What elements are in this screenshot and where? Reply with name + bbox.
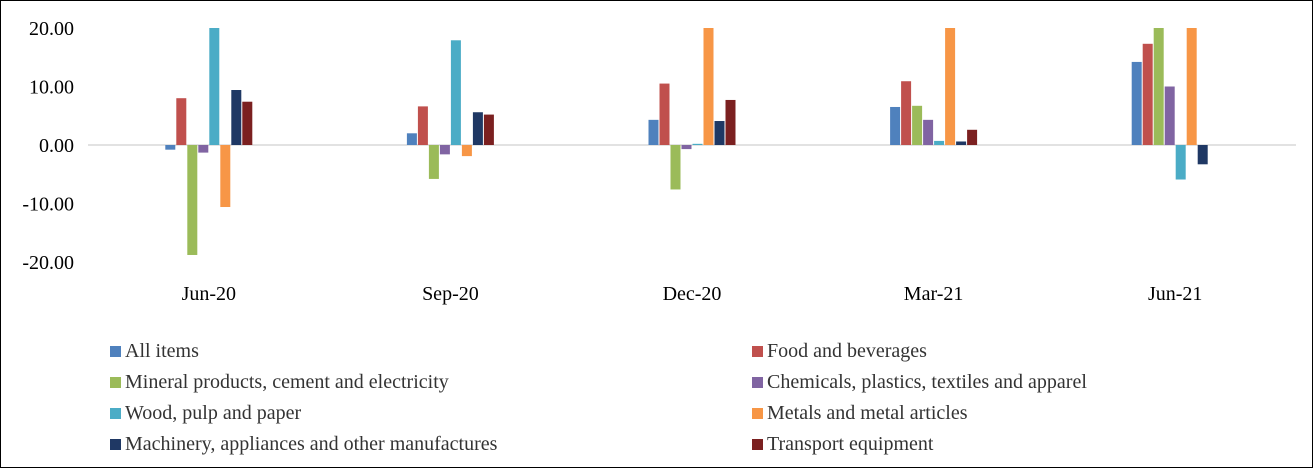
- bar: [1186, 28, 1197, 145]
- x-tick-label: Mar-21: [904, 283, 964, 305]
- bar: [406, 133, 417, 145]
- bar: [242, 101, 253, 145]
- y-tick-label: -20.00: [22, 252, 74, 274]
- bar: [901, 81, 912, 145]
- y-tick-label: 0.00: [39, 135, 74, 157]
- bar: [450, 40, 461, 145]
- bar: [923, 119, 934, 145]
- bar: [670, 145, 681, 190]
- bar: [417, 106, 428, 145]
- bar: [1131, 61, 1142, 145]
- bar: [187, 145, 198, 255]
- bar: [659, 83, 670, 145]
- bar: [176, 98, 187, 145]
- bar: [439, 145, 450, 155]
- bar: [703, 28, 714, 145]
- bar: [912, 105, 923, 145]
- bar: [934, 140, 945, 145]
- bar: [220, 145, 231, 208]
- bar: [967, 129, 978, 145]
- bar: [1175, 145, 1186, 180]
- y-tick-label: 10.00: [29, 77, 74, 99]
- bar: [956, 141, 967, 145]
- x-tick-label: Dec-20: [663, 283, 722, 305]
- bar: [648, 119, 659, 145]
- bar: [714, 121, 725, 145]
- bar: [945, 28, 956, 145]
- bar: [890, 106, 901, 145]
- bar: [428, 145, 439, 179]
- x-tick-label: Sep-20: [422, 283, 479, 305]
- bar: [692, 143, 703, 145]
- x-tick-label: Jun-20: [182, 283, 236, 305]
- y-tick-label: -10.00: [22, 194, 74, 216]
- y-tick-label: 20.00: [29, 18, 74, 40]
- bar: [472, 112, 483, 145]
- bar: [1164, 86, 1175, 145]
- bar: [165, 145, 176, 150]
- bar: [209, 28, 220, 145]
- bar: [483, 114, 494, 145]
- x-tick-label: Jun-21: [1148, 283, 1202, 305]
- bar: [1142, 43, 1153, 145]
- bar: [1153, 28, 1164, 145]
- bar: [725, 99, 736, 145]
- bar: [461, 145, 472, 157]
- bar: [681, 145, 692, 150]
- bar: [1197, 145, 1208, 165]
- bar: [198, 145, 209, 153]
- bar: [231, 90, 242, 145]
